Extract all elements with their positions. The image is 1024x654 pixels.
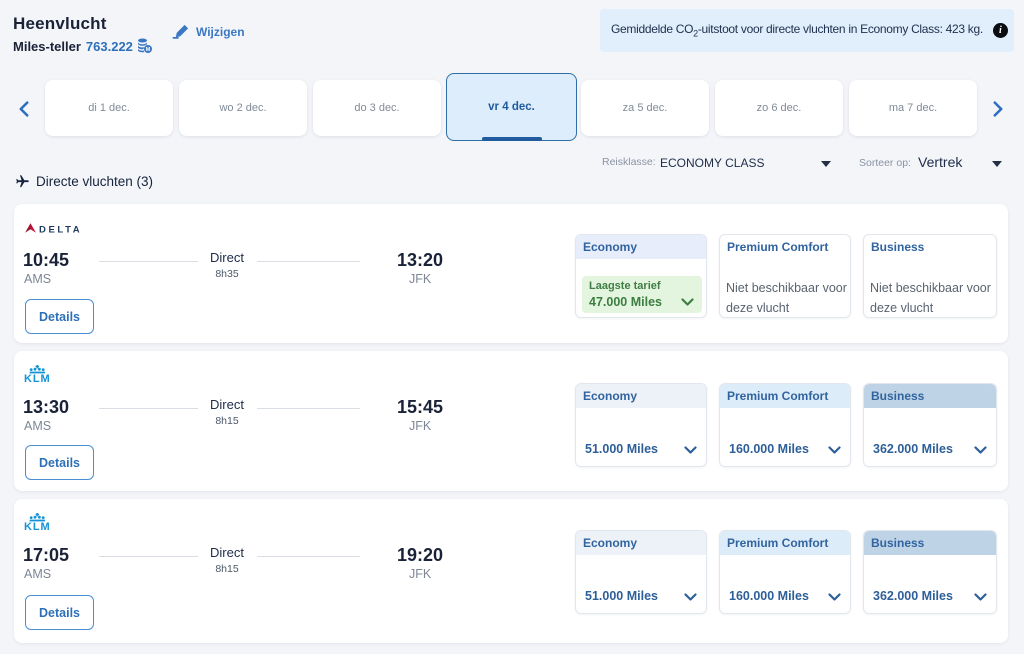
svg-text:DELTA: DELTA (39, 225, 82, 236)
svg-text:KLM: KLM (24, 521, 51, 531)
svg-text:KLM: KLM (24, 373, 51, 383)
svg-text:M: M (146, 47, 151, 53)
